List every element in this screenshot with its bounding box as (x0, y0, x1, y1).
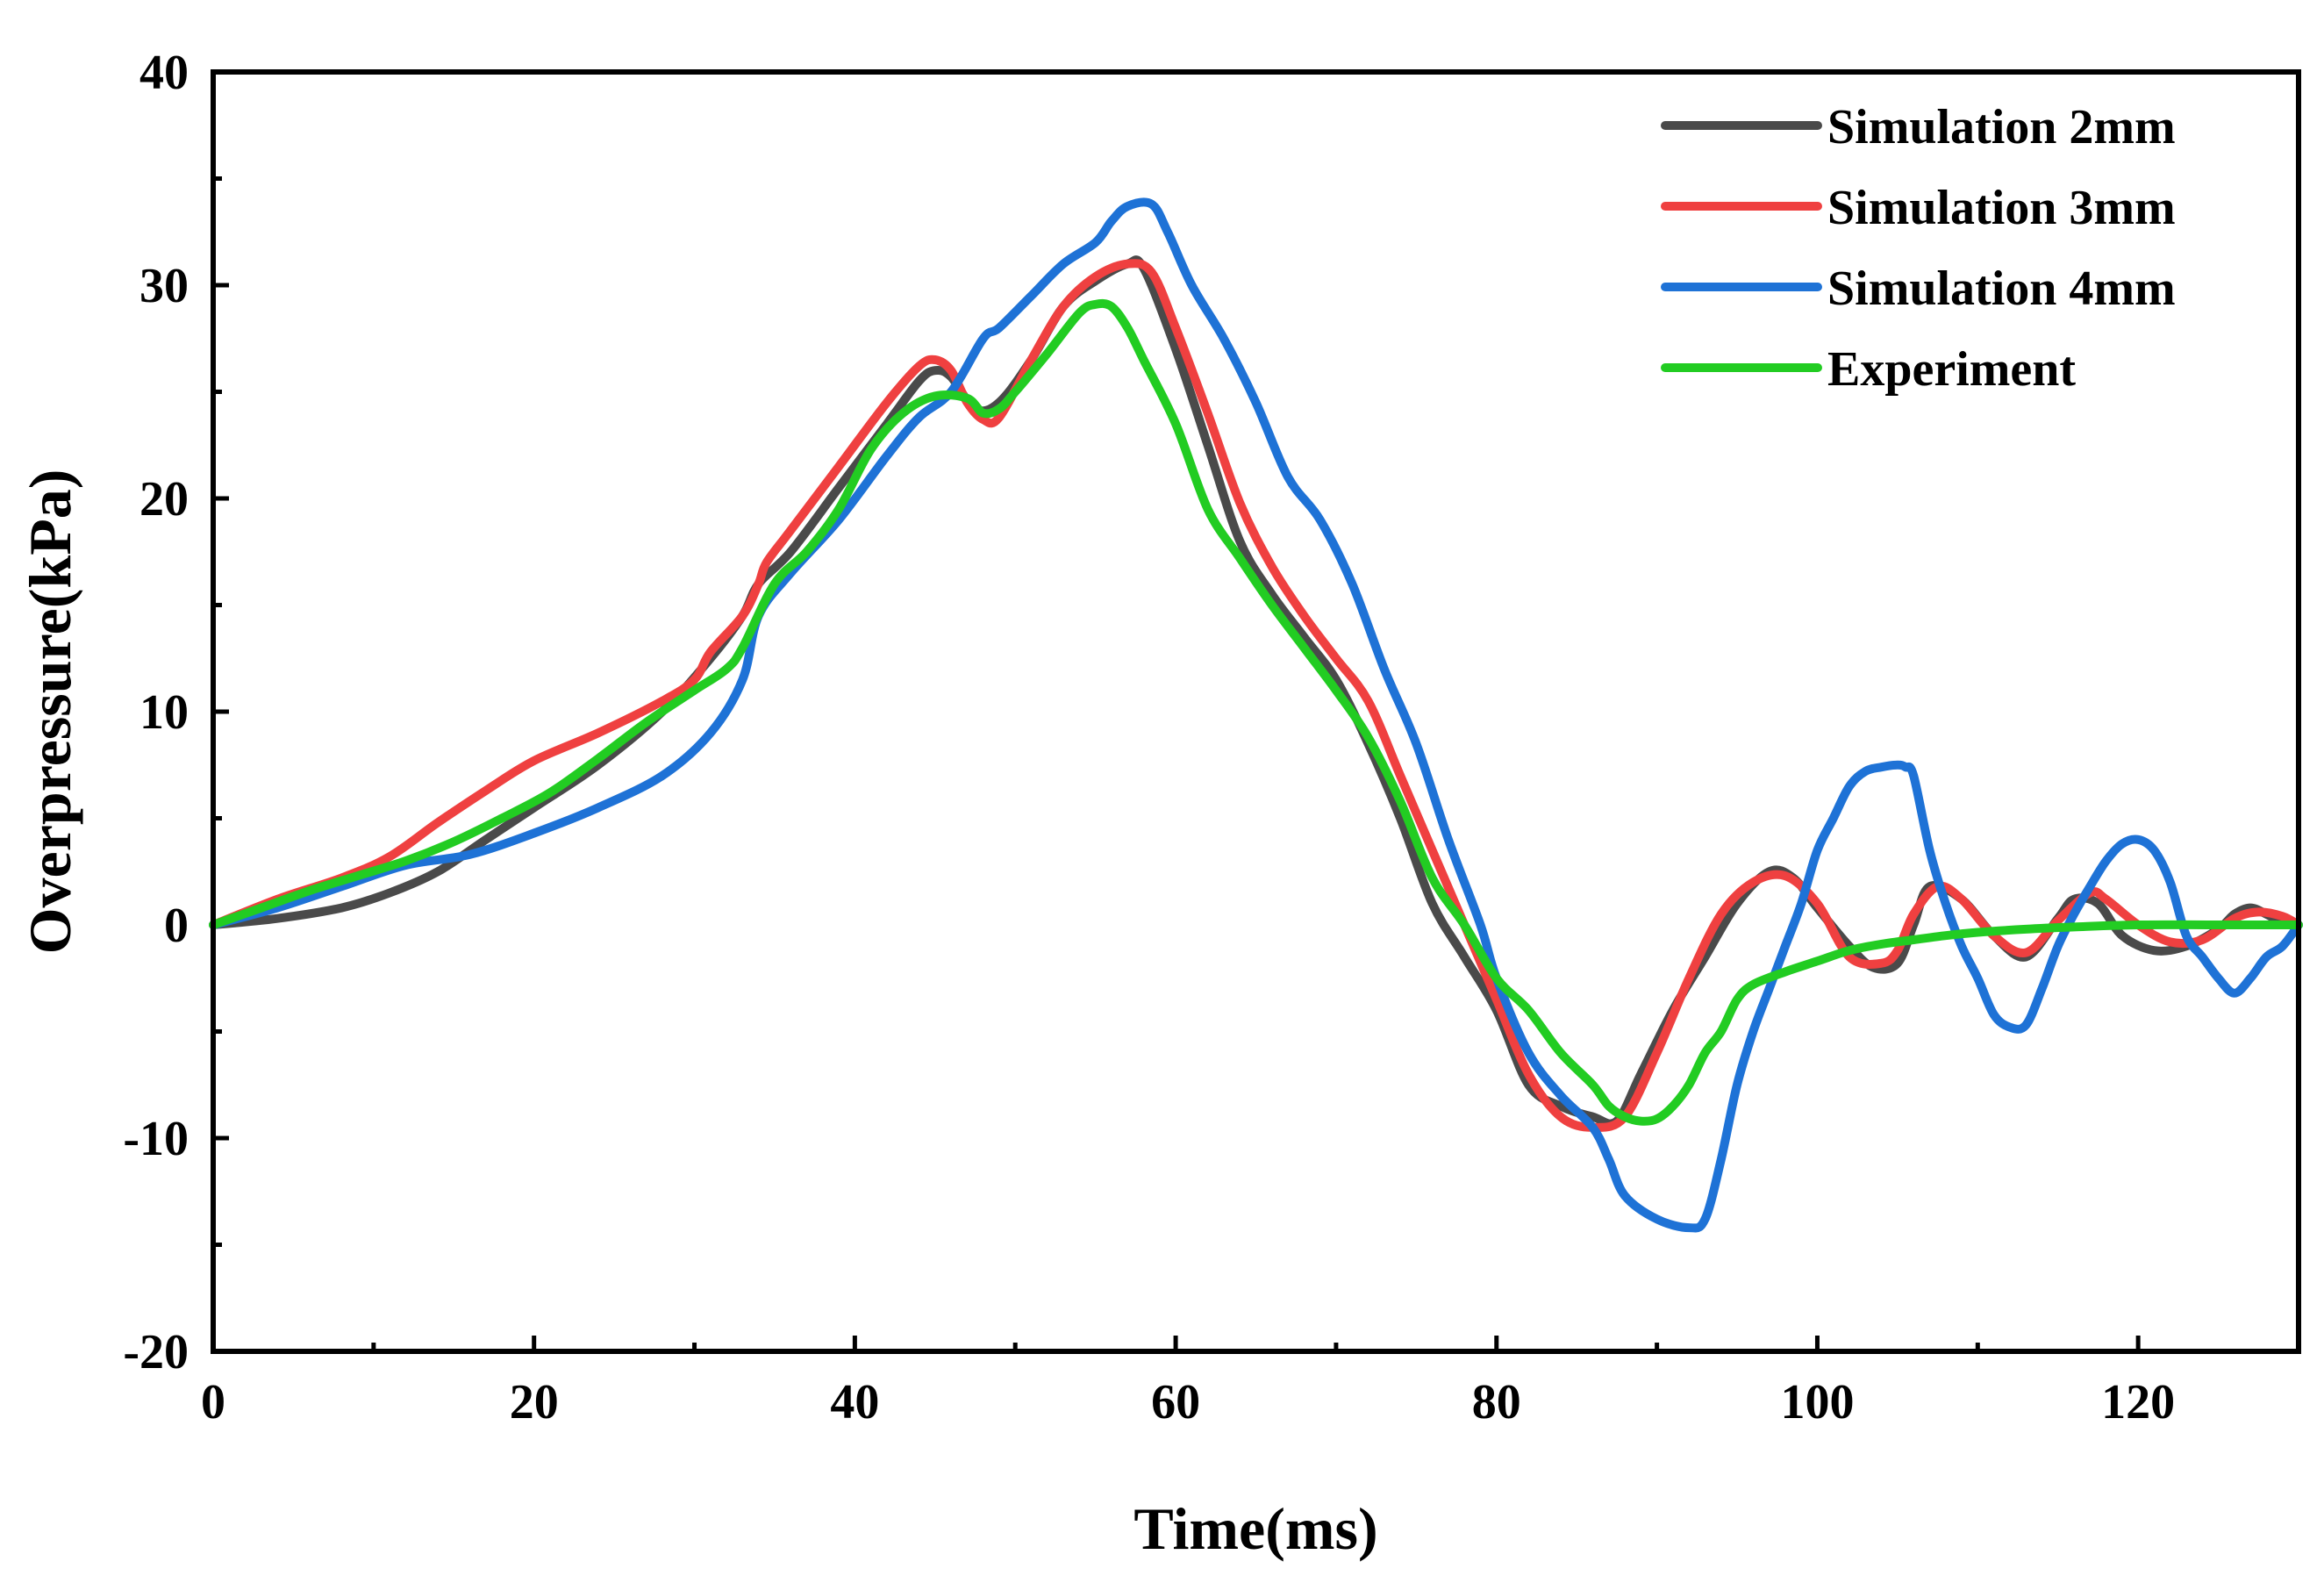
legend: Simulation 2mm Simulation 3mm Simulation 4… (1661, 100, 2176, 397)
legend-label: Simulation 4mm (1827, 261, 2176, 316)
y-tick-label: 30 (139, 259, 189, 313)
legend-label: Simulation 3mm (1827, 181, 2176, 235)
x-tick-label: 100 (1780, 1375, 1854, 1429)
y-tick-label: 20 (139, 472, 189, 527)
plot-frame (211, 69, 2301, 1354)
y-tick-label: -10 (123, 1112, 189, 1166)
y-tick-label: -20 (123, 1325, 189, 1379)
y-tick-label: 40 (139, 46, 189, 100)
legend-label: Experiment (1827, 342, 2076, 397)
series-layer (209, 197, 2303, 1233)
y-tick-label: 10 (139, 685, 189, 740)
x-tick-label: 80 (1472, 1375, 1521, 1429)
y-tick-label: 0 (164, 899, 189, 953)
x-tick-label: 0 (201, 1375, 225, 1429)
series-line-simulation-4mm (209, 197, 2303, 1233)
tick-labels: 0 20 40 60 80 100 120 -20 -10 0 10 20 30 40 (123, 46, 2175, 1429)
x-tick-label: 20 (510, 1375, 559, 1429)
x-tick-label: 60 (1151, 1375, 1200, 1429)
series-line-simulation-3mm (209, 259, 2303, 1132)
x-tick-label: 40 (830, 1375, 879, 1429)
y-axis-title: Overpressure(kPa) (17, 469, 83, 955)
series-line-experiment (209, 298, 2303, 1126)
x-axis-title: Time(ms) (1133, 1495, 1377, 1562)
legend-label: Simulation 2mm (1827, 100, 2176, 154)
x-tick-label: 120 (2101, 1375, 2175, 1429)
